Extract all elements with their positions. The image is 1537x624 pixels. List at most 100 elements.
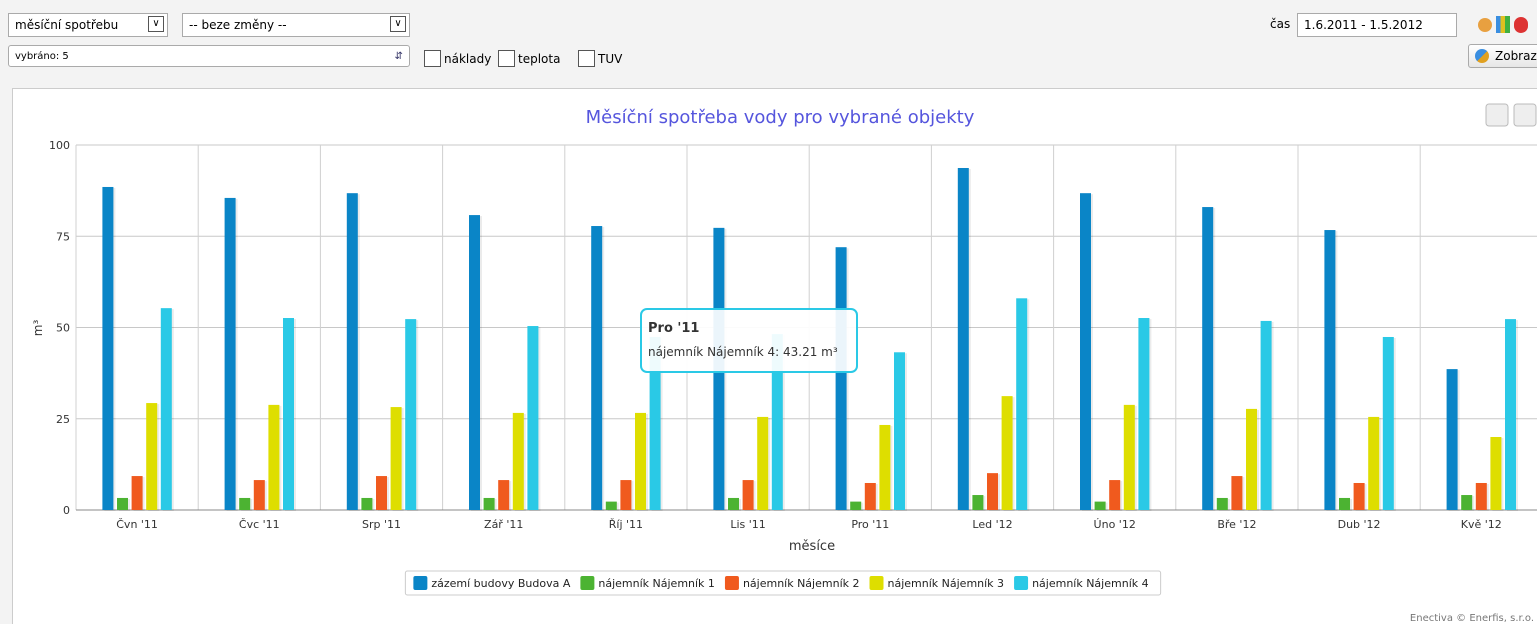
bar [512,412,524,510]
bar [1260,320,1272,510]
y-tick-label: 25 [56,413,70,426]
select-arrow: ∨ [148,16,164,32]
bar [224,197,236,511]
y-axis-label: m³ [31,320,45,337]
checkbox-label: teplota [518,51,561,66]
bar [864,482,876,510]
bar [1461,495,1473,510]
x-tick-label: Pro '11 [851,518,889,531]
download-button[interactable] [1513,103,1537,127]
x-tick-label: Zář '11 [484,518,523,531]
bar [376,476,387,510]
button-text: Zobraz [1495,49,1537,63]
change-select[interactable]: -- beze změny -- ∨ [182,13,410,37]
bar [879,424,891,510]
bar [635,412,646,510]
bar [1490,437,1502,510]
bar [1094,501,1106,510]
bar [1080,193,1091,510]
checkbox-label: náklady [444,51,492,66]
bar [527,326,539,510]
bar [1246,408,1257,510]
x-tick-label: Čvc '11 [239,518,280,531]
select-text: -- beze změny -- [189,18,287,32]
bar [469,215,480,510]
checkbox[interactable]: TUV [578,50,622,67]
bar [649,336,661,510]
x-tick-label: Dub '12 [1338,518,1381,531]
checkbox-box [424,50,441,67]
x-axis-label: měsíce [789,539,835,554]
bar [987,473,998,510]
bar [620,480,632,510]
tooltip-text: nájemník Nájemník 4: 43.21 m³ [648,345,838,359]
select-text: měsíční spotřebu [15,18,119,32]
x-tick-label: Led '12 [972,518,1012,531]
bar [1339,497,1350,510]
bar [850,501,862,510]
y-tick-label: 50 [56,322,70,335]
bar [1382,336,1394,510]
input-text: 1.6.2011 - 1.5.2012 [1304,18,1423,32]
bar [146,403,158,510]
toolbar-icons [1478,14,1537,36]
checkbox[interactable]: teplota [498,50,560,67]
time-label: čas [1270,17,1291,31]
bar [1123,404,1135,510]
legend-swatch [1014,576,1029,590]
bar [1202,207,1214,511]
bar [1138,318,1150,510]
bar [605,501,617,510]
bar [742,480,754,510]
legend-label: nájemník Nájemník 4 [1032,577,1149,590]
bar [1016,298,1028,510]
y-tick-label: 0 [63,504,70,517]
bar [1446,369,1458,510]
x-tick-label: Lis '11 [730,518,765,531]
bar [1353,482,1365,510]
bar [1475,482,1487,510]
select-text: vybráno: 5 [15,51,69,62]
bar [1001,396,1013,510]
bar [1216,497,1228,510]
period-select[interactable]: měsíční spotřebu ∨ [8,13,168,37]
bar [346,193,358,510]
bar [1231,476,1243,510]
button-icon [1475,49,1489,63]
legend-label: nájemník Nájemník 3 [888,577,1005,590]
x-tick-label: Čvn '11 [116,518,158,531]
legend-swatch [869,576,884,590]
select-arrow: ∨ [390,16,406,32]
y-tick-label: 75 [56,230,70,243]
legend-swatch [413,576,428,590]
bar [117,497,128,510]
bar [1324,230,1336,511]
bar [757,416,769,510]
bar [483,497,495,510]
multi-select[interactable]: vybráno: 5 ⇵ [8,45,410,67]
legend-box [404,570,1162,596]
y-tick-label: 100 [49,139,70,152]
bar [239,497,251,510]
bar [1505,319,1516,510]
legend-label: zázemí budovy Budova A [431,577,570,590]
bar [591,226,603,510]
tooltip-title: Pro '11 [648,321,699,336]
legend-swatch [580,576,595,590]
bar [894,352,905,510]
bar [160,308,172,510]
print-button[interactable] [1485,103,1509,127]
time-range-input[interactable]: 1.6.2011 - 1.5.2012 [1297,13,1457,37]
bar [405,319,417,510]
bar [102,186,114,510]
bar [835,247,847,510]
bar [283,318,294,510]
bar [361,497,373,510]
bar [1368,416,1380,510]
show-button[interactable]: Zobraz [1468,44,1537,68]
checkbox[interactable]: náklady [424,50,491,67]
checkbox-label: TUV [598,51,623,66]
x-tick-label: Srp '11 [362,518,401,531]
bar [253,480,265,510]
